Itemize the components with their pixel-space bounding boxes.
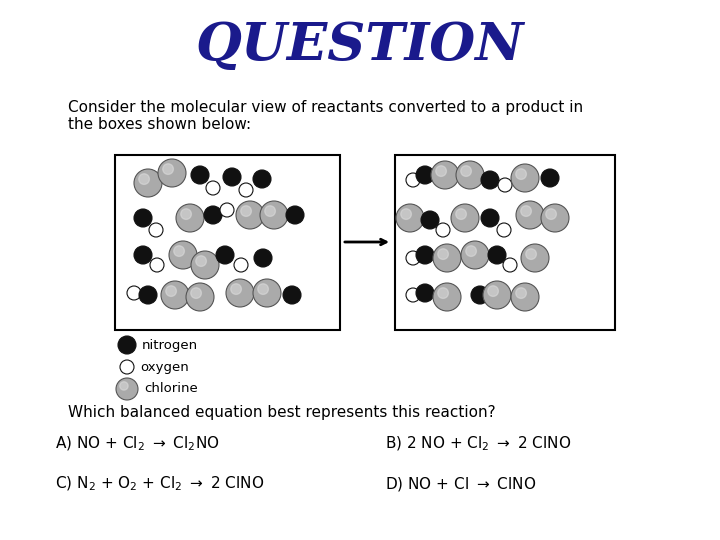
Circle shape: [516, 288, 526, 299]
Circle shape: [260, 201, 288, 229]
Circle shape: [396, 204, 424, 232]
Circle shape: [438, 288, 449, 299]
Circle shape: [497, 223, 511, 237]
Circle shape: [161, 281, 189, 309]
Circle shape: [139, 286, 157, 304]
Circle shape: [433, 244, 461, 272]
Circle shape: [191, 166, 209, 184]
Circle shape: [174, 246, 184, 256]
Circle shape: [149, 223, 163, 237]
Circle shape: [526, 249, 536, 259]
Text: nitrogen: nitrogen: [142, 339, 198, 352]
Circle shape: [481, 171, 499, 189]
Circle shape: [191, 251, 219, 279]
Circle shape: [521, 206, 531, 217]
Circle shape: [416, 166, 434, 184]
Circle shape: [254, 249, 272, 267]
Circle shape: [258, 284, 269, 294]
Circle shape: [461, 241, 489, 269]
Circle shape: [220, 203, 234, 217]
Circle shape: [546, 209, 557, 219]
Circle shape: [116, 378, 138, 400]
Circle shape: [438, 249, 449, 259]
Circle shape: [226, 279, 254, 307]
Circle shape: [253, 279, 281, 307]
Text: chlorine: chlorine: [144, 382, 198, 395]
Circle shape: [253, 170, 271, 188]
Circle shape: [541, 169, 559, 187]
Circle shape: [483, 281, 511, 309]
Text: QUESTION: QUESTION: [196, 19, 524, 71]
Circle shape: [433, 283, 461, 311]
Circle shape: [456, 161, 484, 189]
Circle shape: [471, 286, 489, 304]
Circle shape: [234, 258, 248, 272]
Circle shape: [516, 169, 526, 179]
Circle shape: [406, 251, 420, 265]
Circle shape: [511, 164, 539, 192]
Circle shape: [206, 181, 220, 195]
Circle shape: [240, 206, 251, 217]
Circle shape: [406, 173, 420, 187]
Circle shape: [231, 284, 241, 294]
Text: D) NO + Cl $\rightarrow$ ClNO: D) NO + Cl $\rightarrow$ ClNO: [385, 475, 536, 493]
Circle shape: [127, 286, 141, 300]
Circle shape: [134, 246, 152, 264]
Circle shape: [196, 256, 207, 266]
Circle shape: [436, 166, 446, 177]
Circle shape: [176, 204, 204, 232]
Circle shape: [139, 174, 150, 184]
Circle shape: [163, 164, 174, 174]
Circle shape: [186, 283, 214, 311]
Circle shape: [511, 283, 539, 311]
Circle shape: [204, 206, 222, 224]
Circle shape: [120, 360, 134, 374]
Circle shape: [456, 209, 467, 219]
Circle shape: [150, 258, 164, 272]
Circle shape: [466, 246, 477, 256]
Text: Which balanced equation best represents this reaction?: Which balanced equation best represents …: [68, 405, 495, 420]
Circle shape: [158, 159, 186, 187]
Circle shape: [451, 204, 479, 232]
Circle shape: [181, 209, 192, 219]
Circle shape: [191, 288, 202, 299]
Circle shape: [487, 286, 498, 296]
Circle shape: [416, 284, 434, 302]
Circle shape: [118, 336, 136, 354]
Circle shape: [134, 209, 152, 227]
Circle shape: [283, 286, 301, 304]
Circle shape: [134, 169, 162, 197]
Text: A) NO + Cl$_2$ $\rightarrow$ Cl$_2$NO: A) NO + Cl$_2$ $\rightarrow$ Cl$_2$NO: [55, 435, 220, 454]
Circle shape: [286, 206, 304, 224]
Circle shape: [239, 183, 253, 197]
Circle shape: [223, 168, 241, 186]
Circle shape: [488, 246, 506, 264]
Circle shape: [541, 204, 569, 232]
Circle shape: [416, 246, 434, 264]
Circle shape: [461, 166, 472, 177]
Circle shape: [401, 209, 411, 219]
Circle shape: [169, 241, 197, 269]
Circle shape: [120, 382, 128, 390]
Text: Consider the molecular view of reactants converted to a product in
the boxes sho: Consider the molecular view of reactants…: [68, 100, 583, 132]
Circle shape: [406, 288, 420, 302]
Circle shape: [521, 244, 549, 272]
Bar: [395, 155, 615, 330]
Circle shape: [516, 201, 544, 229]
Circle shape: [236, 201, 264, 229]
Circle shape: [481, 209, 499, 227]
Circle shape: [503, 258, 517, 272]
Circle shape: [436, 223, 450, 237]
Bar: [115, 155, 340, 330]
Circle shape: [498, 178, 512, 192]
Circle shape: [421, 211, 439, 229]
Circle shape: [166, 286, 176, 296]
Text: C) N$_2$ + O$_2$ + Cl$_2$ $\rightarrow$ 2 ClNO: C) N$_2$ + O$_2$ + Cl$_2$ $\rightarrow$ …: [55, 475, 264, 494]
Circle shape: [265, 206, 275, 217]
Text: B) 2 NO + Cl$_2$ $\rightarrow$ 2 ClNO: B) 2 NO + Cl$_2$ $\rightarrow$ 2 ClNO: [385, 435, 572, 454]
Circle shape: [431, 161, 459, 189]
Circle shape: [216, 246, 234, 264]
Text: oxygen: oxygen: [140, 361, 189, 374]
